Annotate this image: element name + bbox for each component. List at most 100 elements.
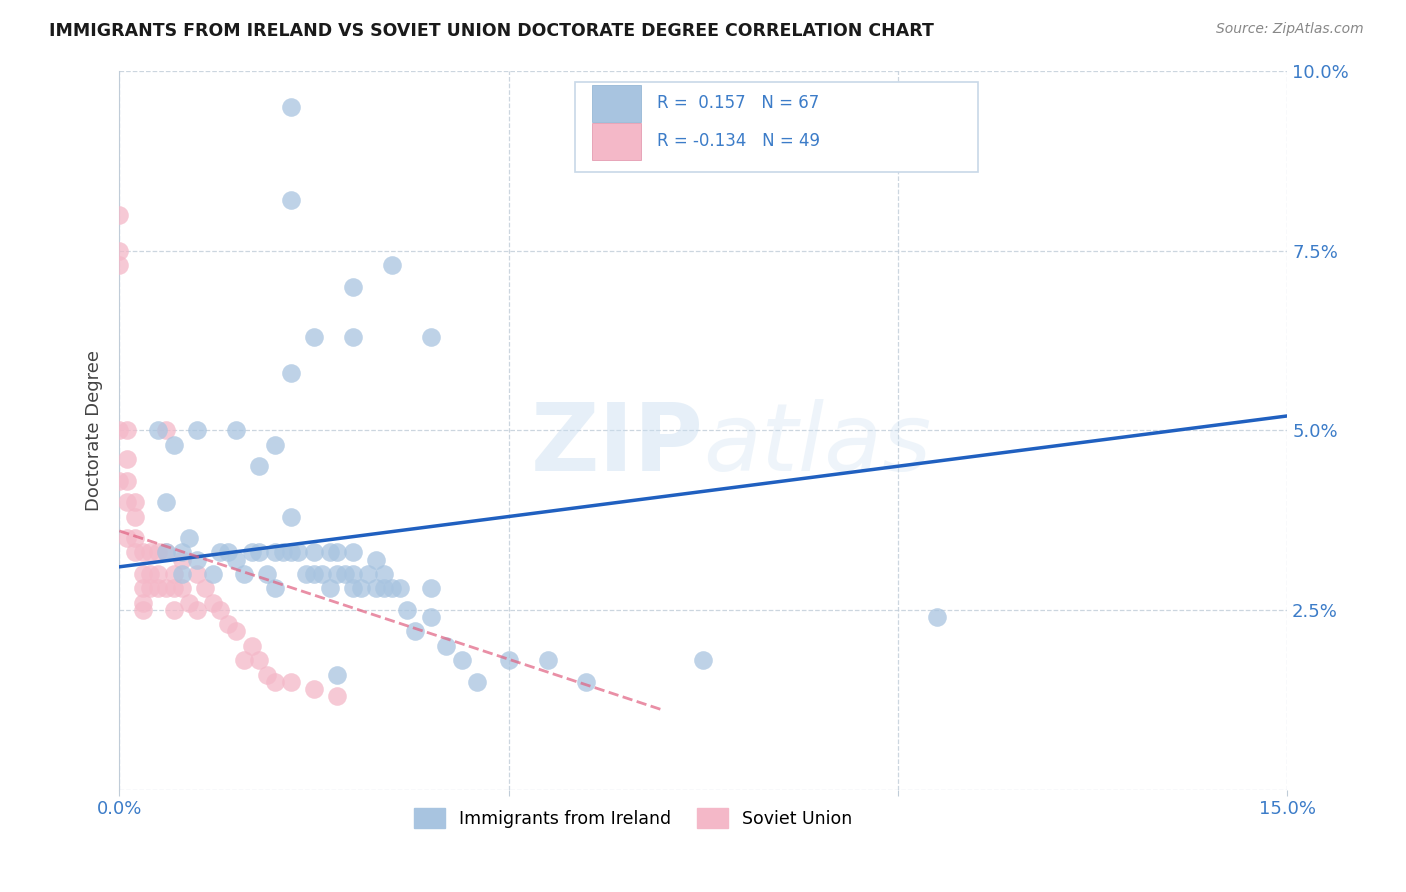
Point xyxy=(287,545,309,559)
Point xyxy=(186,552,208,566)
Point xyxy=(232,653,254,667)
Point xyxy=(280,545,302,559)
Point xyxy=(201,567,224,582)
Point xyxy=(326,545,349,559)
Point xyxy=(217,545,239,559)
Point xyxy=(115,452,138,467)
Point xyxy=(124,531,146,545)
Legend: Immigrants from Ireland, Soviet Union: Immigrants from Ireland, Soviet Union xyxy=(406,801,859,835)
Point xyxy=(124,545,146,559)
Point xyxy=(108,258,131,272)
Point xyxy=(115,531,138,545)
Point xyxy=(419,330,441,344)
Point xyxy=(163,567,186,582)
Point xyxy=(131,545,153,559)
Point xyxy=(264,582,287,596)
Point xyxy=(186,603,208,617)
Point xyxy=(256,567,278,582)
Point xyxy=(155,582,177,596)
Point xyxy=(419,610,441,624)
Point xyxy=(249,545,271,559)
Point xyxy=(396,603,419,617)
FancyBboxPatch shape xyxy=(592,123,641,161)
Point xyxy=(692,653,714,667)
Point xyxy=(131,603,153,617)
Point xyxy=(350,582,373,596)
Point xyxy=(124,509,146,524)
Point xyxy=(225,552,247,566)
Point xyxy=(302,681,325,696)
Point xyxy=(326,689,349,703)
Point xyxy=(404,624,426,639)
Point xyxy=(388,582,411,596)
Point xyxy=(264,545,287,559)
Point xyxy=(139,545,162,559)
Point xyxy=(326,567,349,582)
Point xyxy=(311,567,333,582)
Point xyxy=(342,545,364,559)
Point xyxy=(264,438,287,452)
Point xyxy=(498,653,520,667)
Point xyxy=(163,582,186,596)
Point xyxy=(366,552,388,566)
Point xyxy=(450,653,472,667)
Y-axis label: Doctorate Degree: Doctorate Degree xyxy=(86,350,103,511)
Point xyxy=(575,674,598,689)
Point xyxy=(179,531,201,545)
Point xyxy=(209,545,232,559)
Point xyxy=(302,545,325,559)
Point xyxy=(419,582,441,596)
Point xyxy=(280,366,302,380)
Point xyxy=(373,567,395,582)
Point xyxy=(302,330,325,344)
Point xyxy=(179,596,201,610)
Point xyxy=(186,423,208,437)
Point xyxy=(357,567,380,582)
Point xyxy=(186,567,208,582)
Point xyxy=(342,279,364,293)
Point xyxy=(148,423,170,437)
Point xyxy=(295,567,318,582)
Point xyxy=(139,567,162,582)
Point xyxy=(170,545,193,559)
Point xyxy=(225,624,247,639)
Point xyxy=(148,545,170,559)
Text: Source: ZipAtlas.com: Source: ZipAtlas.com xyxy=(1216,22,1364,37)
FancyBboxPatch shape xyxy=(575,82,977,171)
FancyBboxPatch shape xyxy=(592,85,641,122)
Point xyxy=(333,567,356,582)
Point xyxy=(131,582,153,596)
Point xyxy=(170,582,193,596)
Point xyxy=(139,582,162,596)
Point xyxy=(155,423,177,437)
Point xyxy=(342,330,364,344)
Point xyxy=(249,459,271,474)
Point xyxy=(170,567,193,582)
Point xyxy=(115,495,138,509)
Point xyxy=(148,582,170,596)
Point xyxy=(232,567,254,582)
Point xyxy=(342,582,364,596)
Point xyxy=(108,423,131,437)
Point xyxy=(115,474,138,488)
Point xyxy=(163,438,186,452)
Point xyxy=(366,582,388,596)
Point xyxy=(108,208,131,222)
Point xyxy=(163,603,186,617)
Point xyxy=(373,582,395,596)
Point xyxy=(536,653,558,667)
Point xyxy=(124,495,146,509)
Point xyxy=(225,423,247,437)
Point xyxy=(271,545,294,559)
Point xyxy=(240,639,263,653)
Point xyxy=(256,667,278,681)
Point xyxy=(434,639,457,653)
Text: atlas: atlas xyxy=(703,400,932,491)
Point xyxy=(280,100,302,114)
Point xyxy=(155,495,177,509)
Text: R =  0.157   N = 67: R = 0.157 N = 67 xyxy=(657,95,818,112)
Point xyxy=(280,509,302,524)
Point xyxy=(131,567,153,582)
Point xyxy=(381,258,404,272)
Point xyxy=(381,582,404,596)
